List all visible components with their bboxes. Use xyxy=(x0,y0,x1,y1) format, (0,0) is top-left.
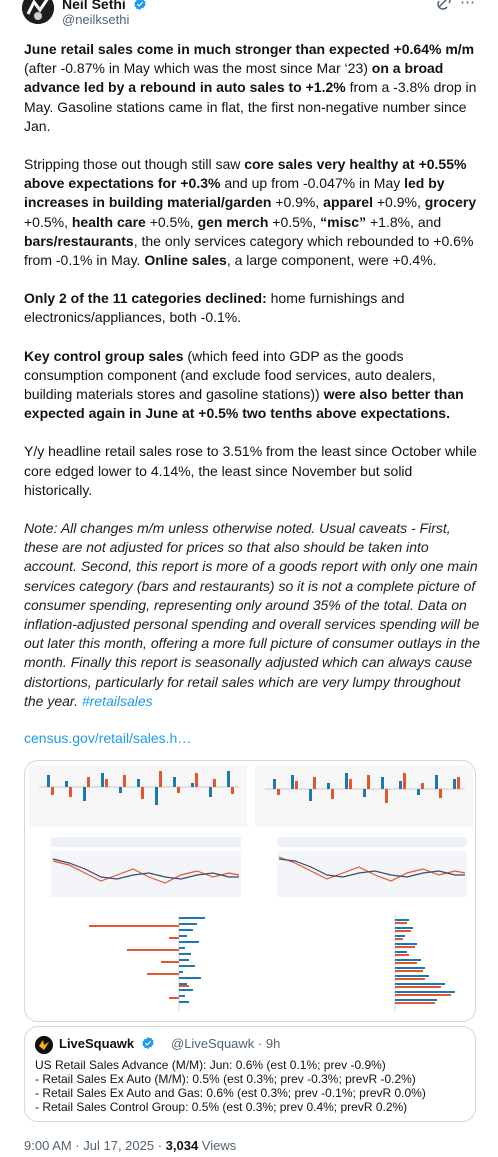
chart-thumbnail-2[interactable] xyxy=(255,765,473,827)
quoted-text: US Retail Sales Advance (M/M): Jun: 0.6%… xyxy=(35,1058,471,1114)
tweet-header: Neil Sethi @neilksethi ⋯ xyxy=(0,0,498,36)
quoted-line: - Retail Sales Control Group: 0.5% (est … xyxy=(35,1100,408,1114)
more-icon[interactable]: ⋯ xyxy=(460,0,476,11)
paragraph-headline: June retail sales come in much stronger … xyxy=(24,40,482,136)
author-name[interactable]: Neil Sethi xyxy=(62,0,147,12)
text-segment: Stripping those out though still saw xyxy=(24,156,245,173)
census-link[interactable]: census.gov/retail/sales.h… xyxy=(24,730,192,746)
text-segment: (which feed into GDP as the goods consum… xyxy=(24,347,436,403)
bold-segment: bars/restaurants xyxy=(24,232,134,249)
hashtag-link[interactable]: #retailsales xyxy=(81,692,153,709)
component-bar-thumb-2 xyxy=(255,907,473,1019)
author-avatar[interactable] xyxy=(22,0,54,24)
line-chart-thumb-1 xyxy=(29,831,247,903)
text-segment: and up from -0.047% in May xyxy=(220,175,405,192)
bar-chart-thumb-2 xyxy=(255,765,473,827)
paragraph-control-group: Key control group sales (which feed into… xyxy=(24,347,482,424)
bold-segment: June retail sales come in much stronger … xyxy=(24,41,475,57)
quoted-line: - Retail Sales Ex Auto (M/M): 0.5% (est … xyxy=(35,1072,416,1086)
chart-thumbnail-5[interactable] xyxy=(29,907,247,1019)
quoted-line: US Retail Sales Advance (M/M): Jun: 0.6%… xyxy=(35,1058,386,1072)
paragraph-note: Note: All changes m/m unless otherwise n… xyxy=(24,519,482,711)
quoted-author-name[interactable]: LiveSquawk xyxy=(59,1036,155,1051)
text-segment: +0.9%, xyxy=(271,194,324,211)
text-segment: home furnishings and electronics/applian… xyxy=(24,290,405,326)
media-grid[interactable] xyxy=(24,760,476,1022)
quoted-meta: @LiveSquawk · 9h xyxy=(171,1036,281,1051)
tweet-footer: 9:00 AM · Jul 17, 2025 · 3,034 Views xyxy=(24,1138,236,1153)
chart-thumbnail-4[interactable] xyxy=(255,831,473,903)
livesquawk-logo-icon xyxy=(35,1036,53,1054)
bold-segment: grocery xyxy=(424,194,477,211)
bold-segment: health care xyxy=(71,213,146,230)
text-segment: +1.8%, and xyxy=(366,213,442,230)
text-segment: , the only services category which rebou… xyxy=(24,232,474,269)
bold-segment: “misc” xyxy=(320,213,367,230)
text-segment: +0.9%, xyxy=(372,194,425,211)
chart-thumbnail-6[interactable] xyxy=(255,907,473,1019)
bar-chart-thumb-1 xyxy=(29,765,247,827)
quoted-author-name-text[interactable]: LiveSquawk xyxy=(59,1036,135,1051)
author-name-text[interactable]: Neil Sethi xyxy=(62,0,126,12)
text-segment: +0.5%, xyxy=(145,213,198,230)
avatar-image xyxy=(22,0,54,24)
bold-segment: were also better than expected again in … xyxy=(24,386,464,422)
quoted-tweet[interactable]: LiveSquawk @LiveSquawk · 9h US Retail Sa… xyxy=(24,1026,476,1122)
grok-icon[interactable] xyxy=(436,0,452,10)
quoted-verified-badge-icon xyxy=(142,1036,154,1050)
author-handle[interactable]: @neilksethi xyxy=(62,12,130,27)
bold-segment: led by increases in building material/ga… xyxy=(24,175,445,211)
views-count: 3,034 xyxy=(165,1138,199,1153)
bold-segment: on a broad advance led by a rebound in a… xyxy=(24,60,444,96)
quoted-avatar[interactable] xyxy=(35,1036,53,1054)
bold-segment: apparel xyxy=(323,194,373,211)
text-segment: (after -0.87% in May which was the most … xyxy=(24,60,372,77)
paragraph-core-sales: Stripping those out though still saw cor… xyxy=(24,155,482,270)
text-segment: +0.5%, xyxy=(268,213,321,230)
text-segment: +0.5%, xyxy=(24,213,72,230)
note-text: Note: All changes m/m unless otherwise n… xyxy=(24,520,481,709)
quoted-line: - Retail Sales Ex Auto and Gas: 0.6% (es… xyxy=(35,1086,426,1100)
bold-segment: Key control group sales xyxy=(24,347,184,364)
paragraph-categories: Only 2 of the 11 categories declined: ho… xyxy=(24,289,482,327)
bold-segment: gen merch xyxy=(197,213,269,230)
tweet-text: June retail sales come in much stronger … xyxy=(24,40,482,730)
component-bar-thumb-1 xyxy=(29,907,247,1019)
text-segment: from a -3.8% drop in May. Gasoline stati… xyxy=(24,79,477,134)
text-segment: , a large component, were +0.4%. xyxy=(226,252,437,269)
line-chart-thumb-2 xyxy=(255,831,473,903)
bold-segment: Online sales xyxy=(144,252,227,269)
bold-segment: Only 2 of the 11 categories declined: xyxy=(24,290,267,307)
views-label: Views xyxy=(198,1138,237,1153)
bold-segment: core sales very healthy at +0.55% above … xyxy=(24,156,467,192)
paragraph-yoy: Y/y headline retail sales rose to 3.51% … xyxy=(24,443,477,498)
chart-thumbnail-1[interactable] xyxy=(29,765,247,827)
timestamp[interactable]: 9:00 AM · Jul 17, 2025 · xyxy=(24,1138,166,1153)
chart-thumbnail-3[interactable] xyxy=(29,831,247,903)
verified-badge-icon xyxy=(134,0,146,11)
